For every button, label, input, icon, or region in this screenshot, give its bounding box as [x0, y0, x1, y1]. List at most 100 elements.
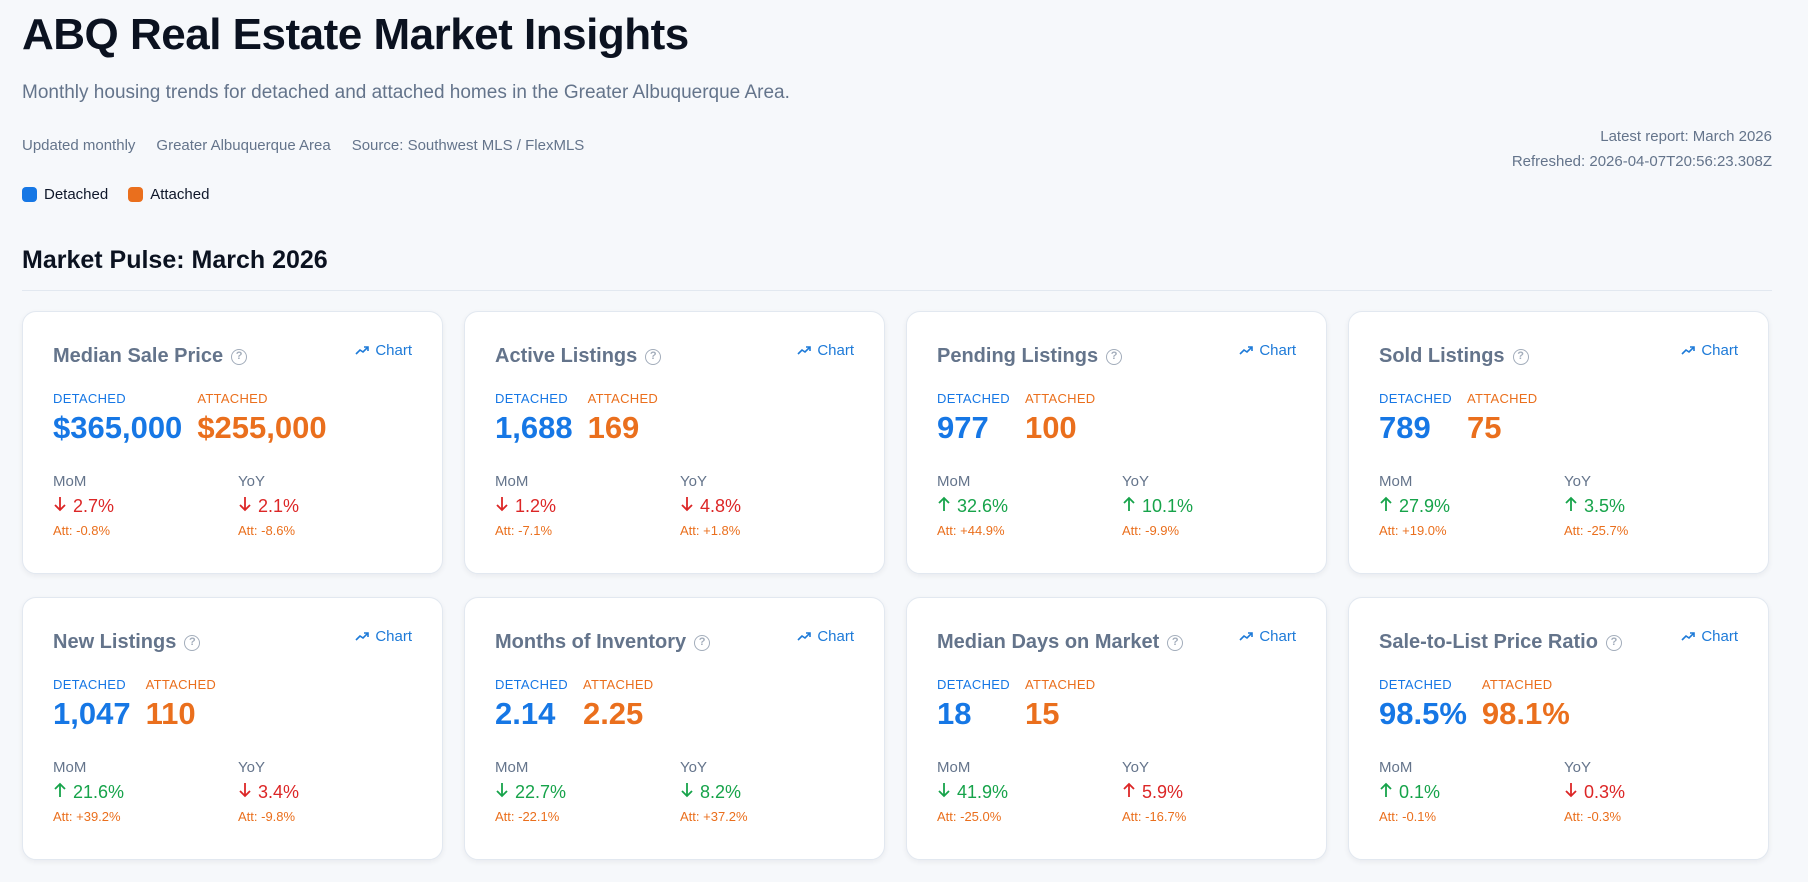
help-icon[interactable]: ? — [645, 348, 662, 365]
chart-link-label[interactable]: Chart — [817, 342, 854, 359]
yoy-value: 10.1% — [1142, 496, 1194, 516]
card-title: Months of Inventory — [495, 631, 687, 653]
metric-card: Pending Listings ? Chart DETACHED 977 AT… — [906, 311, 1327, 574]
chart-link[interactable]: Chart — [355, 342, 412, 359]
chart-link[interactable]: Chart — [1681, 628, 1738, 645]
metric-card: New Listings ? Chart DETACHED 1,047 ATTA… — [22, 597, 443, 860]
detached-value-group: DETACHED 18 — [937, 677, 1010, 732]
mom-attached-change: Att: -0.8% — [53, 523, 111, 538]
arrow-up-icon — [937, 496, 951, 517]
arrow-up-icon — [1122, 782, 1136, 803]
attached-label: ATTACHED — [1024, 391, 1096, 406]
chart-link-label[interactable]: Chart — [1701, 342, 1738, 359]
detached-value-group: DETACHED 1,047 — [53, 677, 131, 732]
chart-link[interactable]: Chart — [1681, 342, 1738, 359]
trend-icon — [1239, 346, 1254, 355]
yoy-attached-change: Att: -9.9% — [1122, 523, 1180, 538]
report-info: Latest report: March 2026 Refreshed: 202… — [1512, 124, 1772, 174]
mom-value: 22.7% — [515, 782, 567, 802]
mom-attached-change: Att: +19.0% — [1379, 523, 1447, 538]
chart-link-label[interactable]: Chart — [1259, 628, 1296, 645]
detached-value-group: DETACHED 977 — [937, 391, 1010, 446]
yoy-value: 4.8% — [700, 496, 742, 516]
chart-link[interactable]: Chart — [1239, 628, 1296, 645]
mom-change: MoM 0.1% Att: -0.1% — [1379, 759, 1564, 824]
attached-value: 2.25 — [582, 696, 644, 731]
mom-change: MoM 41.9% Att: -25.0% — [937, 759, 1122, 824]
attached-label: ATTACHED — [197, 391, 268, 406]
metric-card: Active Listings ? Chart DETACHED 1,688 A… — [464, 311, 885, 574]
yoy-change: YoY 0.3% Att: -0.3% — [1564, 759, 1749, 824]
chart-link-label[interactable]: Chart — [817, 628, 854, 645]
card-title: Median Days on Market — [937, 631, 1160, 653]
detached-label: DETACHED — [53, 391, 126, 406]
card-title: Sale-to-List Price Ratio — [1379, 631, 1598, 653]
section-title: Market Pulse: March 2026 — [22, 246, 328, 274]
mom-change: MoM 2.7% Att: -0.8% — [53, 473, 238, 538]
detached-value: $365,000 — [53, 410, 183, 445]
help-icon[interactable]: ? — [184, 634, 201, 651]
chart-link[interactable]: Chart — [797, 628, 854, 645]
arrow-down-icon — [1564, 782, 1578, 803]
trend-icon — [1239, 632, 1254, 641]
mom-label: MoM — [1379, 473, 1413, 490]
chart-link[interactable]: Chart — [797, 342, 854, 359]
help-icon[interactable]: ? — [1605, 634, 1622, 651]
metric-card: Months of Inventory ? Chart DETACHED 2.1… — [464, 597, 885, 860]
yoy-change: YoY 2.1% Att: -8.6% — [238, 473, 423, 538]
legend-item-detached: Detached — [22, 186, 108, 203]
mom-attached-change: Att: +39.2% — [53, 809, 121, 824]
attached-value-group: ATTACHED 100 — [1025, 391, 1096, 446]
detached-value-group: DETACHED 789 — [1379, 391, 1452, 446]
yoy-change: YoY 4.8% Att: +1.8% — [680, 473, 865, 538]
chart-link[interactable]: Chart — [355, 628, 412, 645]
attached-value: $255,000 — [197, 410, 327, 445]
yoy-attached-change: Att: -16.7% — [1122, 809, 1187, 824]
mom-change: MoM 1.2% Att: -7.1% — [495, 473, 680, 538]
meta-frequency: Updated monthly — [22, 137, 136, 154]
card-title: Active Listings — [495, 345, 638, 367]
chart-link-label[interactable]: Chart — [375, 342, 412, 359]
mom-value: 41.9% — [957, 782, 1009, 802]
detached-label: DETACHED — [1379, 677, 1452, 692]
help-icon[interactable]: ? — [231, 348, 248, 365]
arrow-up-icon — [1379, 496, 1393, 517]
metrics-grid: Median Sale Price ? Chart DETACHED $365,… — [22, 311, 1772, 860]
legend-label: Attached — [150, 186, 210, 203]
yoy-label: YoY — [238, 759, 265, 776]
trend-icon — [1681, 346, 1696, 355]
attached-value: 15 — [1024, 696, 1060, 731]
attached-value-group: ATTACHED 110 — [146, 677, 217, 732]
help-icon[interactable]: ? — [1512, 348, 1529, 365]
detached-label: DETACHED — [937, 677, 1010, 692]
help-icon[interactable]: ? — [1167, 634, 1184, 651]
help-icon[interactable]: ? — [694, 634, 711, 651]
mom-change: MoM 27.9% Att: +19.0% — [1379, 473, 1564, 538]
yoy-attached-change: Att: -0.3% — [1564, 809, 1622, 824]
detached-value: 977 — [937, 410, 989, 445]
arrow-up-icon — [1122, 496, 1136, 517]
mom-value: 32.6% — [957, 496, 1009, 516]
arrow-up-icon — [53, 782, 67, 803]
detached-label: DETACHED — [495, 677, 568, 692]
chart-link-label[interactable]: Chart — [375, 628, 412, 645]
chart-link[interactable]: Chart — [1239, 342, 1296, 359]
attached-value: 169 — [587, 410, 640, 445]
yoy-label: YoY — [680, 473, 707, 490]
attached-label: ATTACHED — [587, 391, 659, 406]
detached-value-group: DETACHED 98.5% — [1379, 677, 1467, 732]
chart-link-label[interactable]: Chart — [1259, 342, 1296, 359]
detached-label: DETACHED — [1379, 391, 1452, 406]
yoy-label: YoY — [1564, 473, 1591, 490]
chart-link-label[interactable]: Chart — [1701, 628, 1738, 645]
yoy-attached-change: Att: +37.2% — [680, 809, 748, 824]
mom-change: MoM 22.7% Att: -22.1% — [495, 759, 680, 824]
attached-value-group: ATTACHED 75 — [1467, 391, 1538, 446]
help-icon[interactable]: ? — [1106, 348, 1123, 365]
detached-value: 2.14 — [495, 696, 556, 731]
attached-label: ATTACHED — [582, 677, 654, 692]
arrow-down-icon — [495, 496, 509, 517]
legend-label: Detached — [44, 186, 109, 203]
attached-label: ATTACHED — [1024, 677, 1096, 692]
mom-attached-change: Att: -7.1% — [495, 523, 553, 538]
